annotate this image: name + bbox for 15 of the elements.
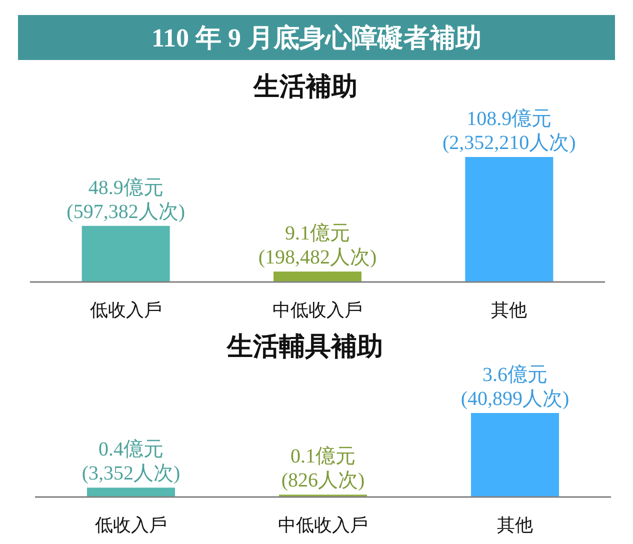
data-label: 0.1億元 (826人次): [281, 446, 365, 492]
x-tick-label: 中低收入戶: [272, 300, 362, 320]
chart-subtitle: 生活補助: [252, 72, 358, 101]
data-label: 48.9億元 (597,382人次): [66, 176, 185, 223]
data-label: 0.4億元 (3,352人次): [82, 438, 180, 485]
x-tick-label: 中低收入戶: [278, 515, 368, 535]
x-tick-label: 其他: [491, 300, 528, 320]
chart-title: 生活輔具補助: [226, 332, 383, 361]
x-tick-label: 其他: [497, 515, 533, 535]
data-label: 9.1億元 (198,482人次): [258, 222, 377, 269]
data-label: 3.6億元 (40,899人次): [460, 364, 570, 410]
data-label: 108.9億元 (2,352,210人次): [442, 108, 576, 154]
x-tick-label: 低收入戶: [90, 300, 162, 320]
chart-title: 110 年 9 月底身心障礙者補助: [151, 24, 482, 52]
x-tick-label: 低收入戶: [95, 515, 167, 535]
